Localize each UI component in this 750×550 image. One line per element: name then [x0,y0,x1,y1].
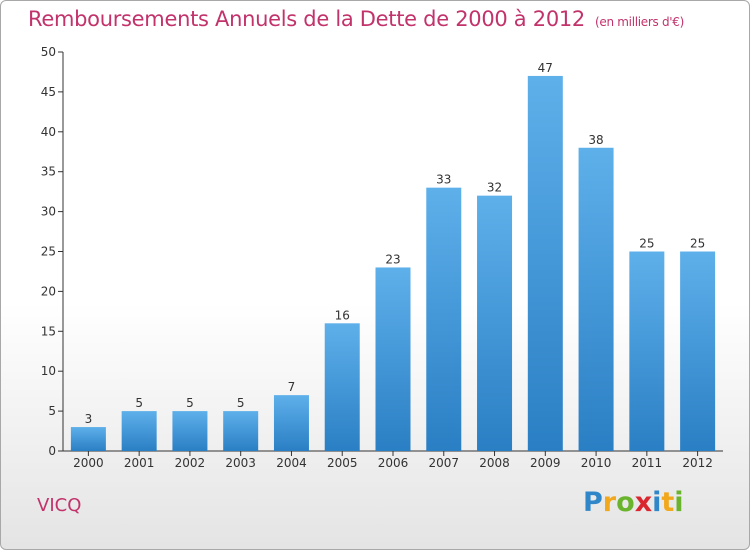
data-label-2009: 47 [538,61,553,75]
y-tick-label: 30 [41,205,56,219]
chart-unit-label: (en milliers d'€) [595,15,685,29]
x-tick-label: 2010 [581,456,612,470]
bar-2002 [172,411,208,451]
chart-title: Remboursements Annuels de la Dette de 20… [28,7,684,31]
y-tick-label: 5 [48,404,56,418]
data-label-2001: 5 [135,396,143,410]
y-axis: 0 5 10 15 20 25 30 35 40 45 50 [41,45,64,458]
data-label-2005: 16 [335,308,350,322]
x-tick-label: 2002 [175,456,206,470]
x-axis: 2000 2001 2002 2003 2004 2005 2006 2007 2008 2009… [63,450,723,470]
bar-2003 [223,411,259,451]
data-label-2012: 25 [690,237,705,251]
x-tick-label: 2004 [276,456,307,470]
y-tick-label: 15 [41,324,56,338]
y-tick-label: 40 [41,125,56,139]
bar-2005 [324,323,360,451]
bar-2006 [375,267,411,451]
x-tick-label: 2011 [632,456,663,470]
bar-2010 [578,147,614,451]
data-label-2000: 3 [85,412,93,426]
bar-2012 [680,251,716,451]
data-label-2008: 32 [487,181,502,195]
bars: 3 5 5 5 7 16 23 33 32 47 38 25 25 [70,61,716,451]
bar-2011 [629,251,665,451]
x-tick-label: 2005 [327,456,358,470]
chart-title-text: Remboursements Annuels de la Dette de 20… [28,7,585,31]
x-tick-label: 2007 [428,456,459,470]
x-tick-label: 2003 [225,456,256,470]
data-label-2004: 7 [288,380,296,394]
y-tick-label: 0 [48,444,56,458]
bar-2001 [121,411,157,451]
y-tick-label: 45 [41,85,56,99]
x-tick-label: 2009 [530,456,561,470]
x-tick-label: 2001 [124,456,155,470]
bar-2009 [527,75,563,451]
y-tick-label: 25 [41,245,56,259]
y-tick-label: 10 [41,364,56,378]
data-label-2011: 25 [639,237,654,251]
data-label-2006: 23 [385,252,400,266]
x-tick-label: 2006 [378,456,409,470]
proxiti-logo: Proxiti [583,487,684,518]
bar-2008 [477,195,513,451]
y-tick-label: 50 [41,45,56,59]
x-tick-label: 2008 [479,456,510,470]
commune-name: VICQ [37,495,82,516]
data-label-2002: 5 [186,396,194,410]
bar-2004 [273,395,309,451]
data-label-2007: 33 [436,173,451,187]
y-tick-label: 35 [41,165,56,179]
y-tick-label: 20 [41,284,56,298]
x-tick-label: 2000 [73,456,104,470]
bar-2007 [426,187,462,451]
data-label-2010: 38 [588,133,603,147]
x-tick-label: 2012 [682,456,713,470]
bar-2000 [70,427,106,451]
data-label-2003: 5 [237,396,245,410]
